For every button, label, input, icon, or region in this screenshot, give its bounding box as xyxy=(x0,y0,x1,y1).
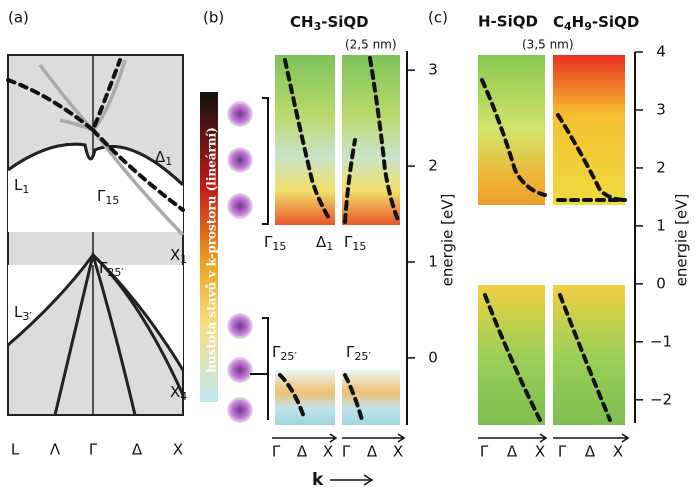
dispersion xyxy=(343,56,400,224)
band-label: Δ1 xyxy=(155,148,172,169)
dispersion xyxy=(278,373,364,422)
heatmap xyxy=(275,55,335,225)
k-point-label: Δ xyxy=(297,443,308,461)
k-point-label: Δ xyxy=(132,441,143,459)
y-tick-label: −1 xyxy=(650,332,672,350)
point-label: Δ1 xyxy=(316,233,333,254)
k-point-label: Γ xyxy=(342,443,351,461)
k-point-label: Γ xyxy=(272,443,281,461)
y-tick-label: −2 xyxy=(650,390,672,408)
axis-title: energie [eV] xyxy=(439,194,457,287)
k-point-label: L xyxy=(11,441,20,459)
panel-label: (b) xyxy=(203,9,224,27)
gap-fill xyxy=(8,144,183,232)
panel-title: H-SiQD xyxy=(478,13,538,31)
k-point-label: Δ xyxy=(367,443,378,461)
orbital xyxy=(227,193,253,219)
k-point-label: X xyxy=(613,443,623,461)
band xyxy=(7,142,185,187)
axis-title: energie [eV] xyxy=(673,194,691,287)
k-point-label: Γ xyxy=(89,441,98,459)
k-point-label: Γ xyxy=(558,443,567,461)
y-tick-label: 2 xyxy=(656,158,666,176)
band-label: Γ15 xyxy=(97,187,119,208)
k-arrow xyxy=(330,474,374,486)
dispersion xyxy=(480,78,547,197)
point-label: Γ25′ xyxy=(346,343,371,364)
dispersion xyxy=(483,293,612,422)
band xyxy=(91,128,185,212)
size-label: (3,5 nm) xyxy=(522,38,574,52)
orbital xyxy=(227,101,253,127)
point-label: Γ15 xyxy=(344,233,366,254)
point-label: Γ25′ xyxy=(272,343,297,364)
size-label: (2,5 nm) xyxy=(345,38,397,52)
band-label: L1 xyxy=(14,176,29,197)
gap-fill xyxy=(8,255,183,370)
panel-label: (a) xyxy=(8,9,29,27)
dispersion xyxy=(556,113,627,202)
y-tick-label: 4 xyxy=(656,43,666,61)
k-point-label: X xyxy=(535,443,545,461)
band-plot xyxy=(7,54,184,416)
orbital xyxy=(227,313,253,339)
panel-title: CH3-SiQD xyxy=(290,13,369,34)
band-label: L3′ xyxy=(14,303,32,324)
k-point-label: Λ xyxy=(50,441,61,459)
y-tick-label: 1 xyxy=(428,252,438,270)
y-tick-label: 3 xyxy=(656,100,666,118)
orbital xyxy=(227,147,253,173)
band-label: Γ25′ xyxy=(99,259,124,280)
k-point-label: Δ xyxy=(585,443,596,461)
y-tick-label: 0 xyxy=(656,274,666,292)
k-point-label: X xyxy=(173,441,183,459)
y-tick-label: 3 xyxy=(428,61,438,79)
orbital xyxy=(227,357,253,383)
k-arrow xyxy=(342,433,406,443)
y-tick-label: 1 xyxy=(656,216,666,234)
colorbar-label: hustota stavů v k-prostoru (lineární) xyxy=(205,127,219,373)
band xyxy=(91,253,185,396)
k-point-label: Γ xyxy=(480,443,489,461)
k-arrow xyxy=(272,433,338,443)
point-labels: Δ1 L1 Γ15 X1 Γ25′ L3′ X4 xyxy=(14,148,187,404)
orbital xyxy=(227,397,253,423)
heatmap xyxy=(342,55,400,225)
k-point-label: X xyxy=(393,443,403,461)
band-label: X4 xyxy=(170,383,187,404)
heatmap xyxy=(342,370,400,425)
dispersion xyxy=(283,58,332,222)
heatmap xyxy=(553,55,625,205)
colorbar xyxy=(200,92,218,402)
panel-label: (c) xyxy=(428,9,448,27)
y-tick-label: 2 xyxy=(428,157,438,175)
point-label: Γ15 xyxy=(264,233,286,254)
heatmap xyxy=(478,55,545,205)
bracket xyxy=(250,97,269,420)
k-arrow xyxy=(553,433,630,443)
band-label: X1 xyxy=(170,246,187,267)
k-point-label: X xyxy=(323,443,333,461)
y-tick-label: 0 xyxy=(428,348,438,366)
panel-title: C4H9-SiQD xyxy=(553,13,639,34)
k-point-label: Δ xyxy=(507,443,518,461)
k-label: k xyxy=(312,470,324,490)
k-arrow xyxy=(478,433,548,443)
